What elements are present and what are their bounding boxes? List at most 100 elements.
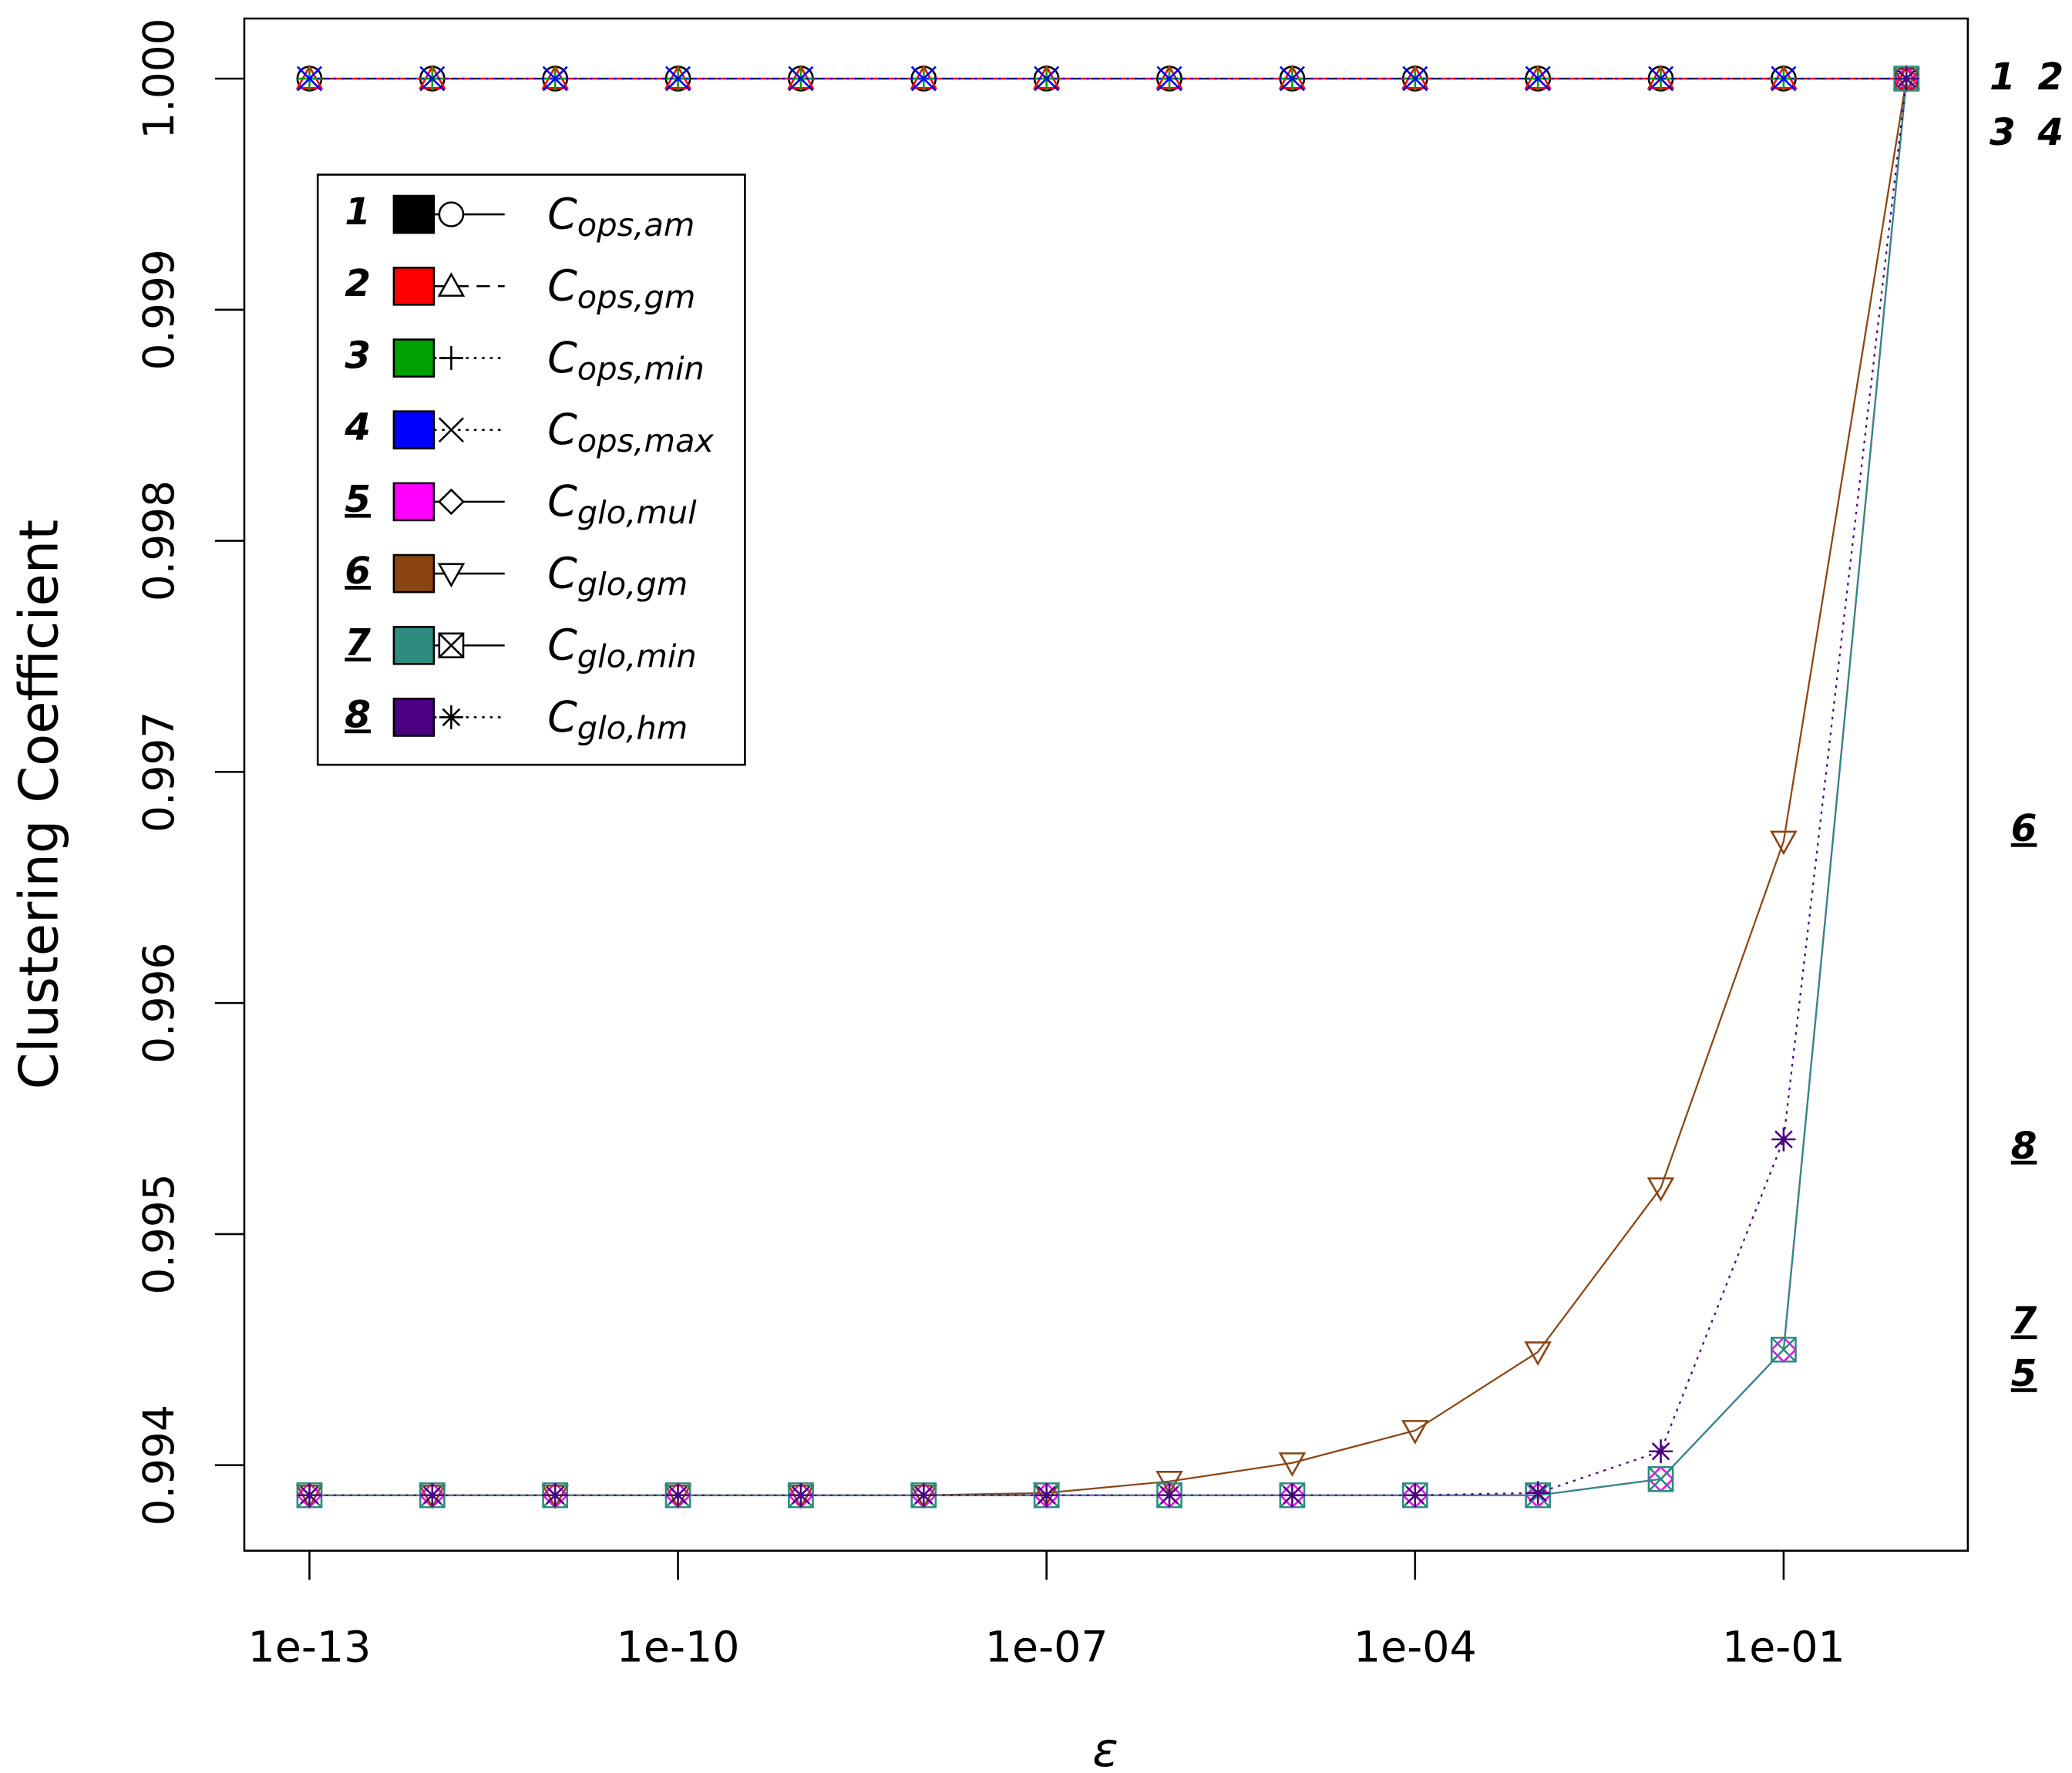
series-id-label: 2 (2037, 56, 2064, 99)
legend-name: C (547, 405, 577, 455)
legend-label: Cops,gm (547, 262, 695, 315)
marker (1402, 66, 1428, 92)
legend-name: C (547, 334, 577, 383)
marker (789, 1483, 813, 1508)
legend-swatch (392, 553, 436, 594)
series-line (309, 78, 1908, 1496)
legend-label: Cops,min (547, 334, 705, 387)
series-id-label: 7 (2011, 1300, 2037, 1343)
marker (665, 66, 691, 92)
legend-label: Cglo,mul (547, 478, 697, 531)
x-axis-label: ε (1092, 1722, 1118, 1773)
marker (1034, 66, 1060, 92)
legend-subscript: ops,am (577, 207, 695, 244)
legend-marker (438, 201, 465, 227)
marker (1648, 1439, 1673, 1464)
marker (1280, 1483, 1305, 1508)
y-tick-label: 0.995 (135, 1173, 184, 1294)
marker (910, 66, 937, 92)
legend-marker (439, 705, 463, 729)
legend-subscript: glo,min (577, 638, 697, 675)
y-tick-label: 0.996 (135, 943, 184, 1064)
x-tick-label: 1e-13 (248, 1623, 372, 1673)
marker (1278, 1452, 1307, 1477)
marker (1770, 830, 1798, 856)
legend-marker (437, 563, 466, 588)
plot-frame (243, 17, 1969, 1552)
marker (1156, 66, 1182, 92)
legend-name: C (547, 693, 577, 742)
legend-id: 5 (345, 478, 371, 521)
series-id-label: 3 (1990, 111, 2016, 154)
legend-id: 6 (345, 550, 371, 593)
marker (1771, 1337, 1797, 1363)
marker (1646, 1177, 1675, 1203)
series-id-label: 5 (2011, 1352, 2037, 1395)
marker (1034, 1483, 1059, 1508)
series-id-label: 8 (2011, 1125, 2037, 1168)
series-id-label: 4 (2037, 111, 2064, 154)
legend-swatch (392, 698, 436, 737)
legend-swatch (392, 625, 436, 665)
legend-subscript: glo,hm (577, 710, 688, 747)
legend-name: C (547, 478, 577, 527)
marker (1524, 1341, 1552, 1366)
legend-swatch (392, 338, 436, 378)
legend-marker (439, 346, 463, 370)
legend-swatch (392, 482, 436, 522)
marker (1157, 1483, 1182, 1508)
legend-subscript: glo,gm (577, 566, 688, 603)
legend-id: 2 (345, 262, 371, 305)
legend-subscript: ops,max (577, 422, 715, 459)
legend-id: 1 (345, 190, 371, 234)
legend-marker (438, 417, 464, 443)
marker (296, 66, 322, 92)
marker (1648, 66, 1674, 92)
legend-label: Cops,am (547, 190, 695, 244)
legend-name: C (547, 262, 577, 311)
legend-subscript: ops,min (577, 351, 705, 388)
legend-swatch (392, 266, 436, 306)
y-tick-label: 0.998 (135, 480, 184, 601)
legend-marker (437, 488, 465, 516)
series-id-label: 1 (1990, 56, 2016, 99)
legend-subscript: ops,gm (577, 279, 696, 316)
legend-subscript: glo,mul (577, 494, 697, 531)
y-tick-label: 1.000 (135, 18, 184, 139)
marker (1279, 66, 1305, 92)
legend-label: Cglo,hm (547, 693, 688, 746)
y-tick-label: 0.997 (135, 712, 184, 833)
legend-id: 7 (345, 621, 371, 664)
legend-swatch (392, 410, 436, 449)
marker (911, 1483, 936, 1508)
legend-label: Cglo,min (547, 621, 697, 675)
legend-marker (438, 632, 465, 659)
legend-name: C (547, 190, 577, 240)
x-tick-label: 1e-01 (1722, 1623, 1845, 1673)
y-axis-label: Clustering Coefficient (8, 520, 70, 1090)
legend-swatch (392, 194, 436, 234)
y-tick-label: 0.994 (135, 1405, 184, 1526)
marker (419, 66, 446, 92)
x-tick-label: 1e-07 (985, 1623, 1108, 1673)
marker (420, 1483, 445, 1508)
series-id-label: 6 (2011, 807, 2037, 850)
x-tick-label: 1e-10 (617, 1623, 740, 1673)
marker (1771, 66, 1797, 92)
marker (542, 66, 568, 92)
marker (297, 1483, 322, 1508)
legend-id: 8 (345, 694, 371, 737)
legend-box (316, 173, 746, 766)
marker (788, 66, 814, 92)
marker (1894, 66, 1919, 91)
marker (1647, 1465, 1674, 1492)
marker (1771, 1127, 1796, 1152)
x-tick-label: 1e-04 (1354, 1623, 1477, 1673)
marker (1525, 1481, 1550, 1506)
legend-name: C (547, 621, 577, 671)
marker (1525, 66, 1551, 92)
legend-label: Cglo,gm (547, 550, 688, 603)
y-tick-label: 0.999 (135, 249, 184, 370)
